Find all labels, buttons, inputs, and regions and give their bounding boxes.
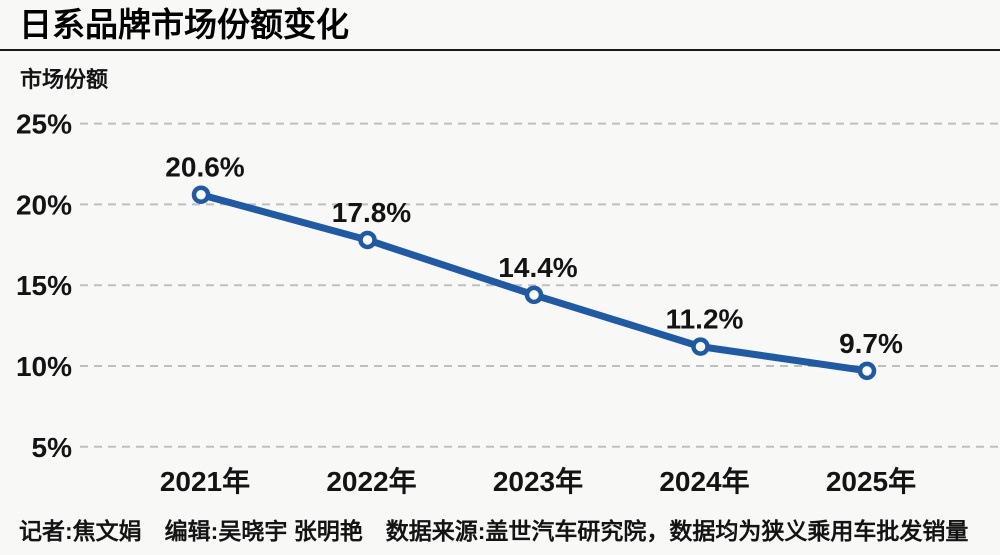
y-tick-label: 10%: [16, 351, 72, 382]
y-tick-label: 25%: [16, 109, 72, 140]
x-axis-label: 2022年: [326, 465, 416, 497]
data-point-marker: [857, 361, 877, 381]
data-point-marker: [191, 185, 211, 204]
y-axis-title: 市场份额: [20, 67, 109, 92]
data-point-label: 11.2%: [666, 304, 744, 335]
data-point-marker: [524, 285, 544, 305]
x-axis-label: 2023年: [493, 465, 583, 497]
data-point-marker: [691, 337, 710, 356]
y-tick-label: 20%: [16, 189, 72, 220]
x-axis-label: 2025年: [826, 465, 916, 497]
data-point-label: 14.4%: [498, 252, 577, 283]
data-point-marker: [358, 230, 377, 250]
line-chart: 25% 20% 15% 10% 5% 20.6% 2021年 17.8% 2022年 14.4% 2…: [16, 109, 1000, 497]
y-tick-label: 15%: [16, 270, 72, 301]
data-point-label: 17.8%: [332, 197, 411, 228]
x-axis-label: 2024年: [659, 465, 749, 497]
title-divider: [0, 49, 1000, 51]
data-point-label: 20.6%: [165, 152, 244, 183]
chart-title: 日系品牌市场份额变化: [19, 6, 349, 43]
y-tick-label: 5%: [32, 432, 73, 463]
data-point-label: 9.7%: [839, 328, 903, 359]
x-axis-label: 2021年: [160, 465, 250, 497]
credits-footer: 记者:焦文娟 编辑:吴晓宇 张明艳 数据来源:盖世汽车研究院，数据均为狭义乘用车…: [19, 518, 969, 544]
